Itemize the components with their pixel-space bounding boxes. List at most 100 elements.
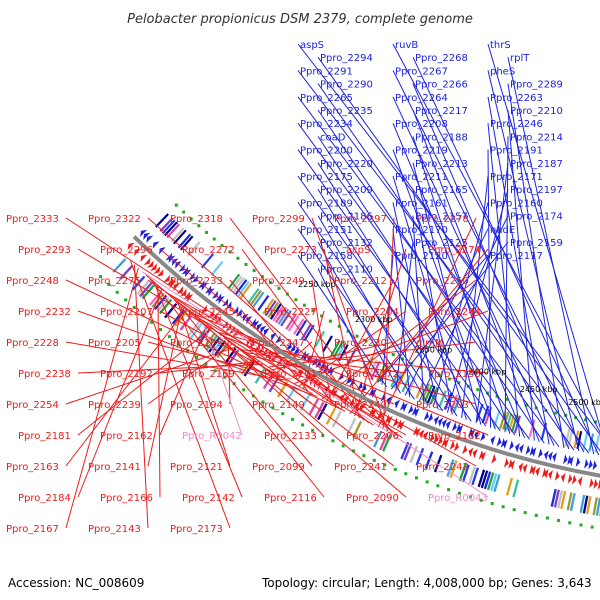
leader-line-Ppro_2162: [159, 325, 208, 436]
cog-inner-block: [285, 313, 297, 330]
cog-inner-block: [252, 291, 265, 308]
gc-marker-outer: [479, 498, 483, 502]
reverse-cds-arrow: [542, 467, 547, 478]
reverse-cds-arrow: [535, 466, 541, 477]
gene-labels: aspS ruvB thrS Ppro_2294 Ppro_2268 rplT Ppro_2…: [6, 40, 563, 535]
leader-line-Ppro_2273: [323, 248, 360, 419]
cog-outer-block: [471, 467, 479, 486]
gc-marker-inner: [228, 250, 232, 254]
leader-line-Ppro_2268: [412, 56, 600, 456]
leader-line-Ppro_2246: [487, 123, 521, 437]
gene-label-Ppro_2208: Ppro_2208: [395, 119, 448, 130]
gene-label-Ppro_2160: Ppro_2160: [490, 198, 543, 209]
leader-line-Ppro_2189: [297, 202, 444, 412]
cog-outer-block: [141, 284, 156, 300]
gene-label-rplT: rplT: [510, 53, 530, 64]
gene-label-Ppro_2293: Ppro_2293: [18, 245, 71, 256]
gene-label-Ppro_2157: Ppro_2157: [415, 212, 468, 223]
leader-line-Ppro_2290: [317, 83, 575, 451]
gc-marker-inner: [269, 281, 273, 285]
cog-outer-block: [483, 471, 492, 490]
gene-label-Ppro_2142: Ppro_2142: [182, 493, 235, 504]
gc-marker-inner: [182, 210, 186, 214]
gene-label-Ppro_2163: Ppro_2163: [6, 462, 59, 473]
cog-outer-block: [582, 495, 589, 514]
leader-line-Ppro_2227: [303, 310, 325, 389]
reverse-cds-arrow: [412, 426, 419, 436]
cog-inner-block: [452, 395, 461, 414]
gc-marker-inner: [236, 256, 240, 260]
gc-marker-inner: [594, 420, 598, 424]
cog-inner-block: [159, 217, 174, 233]
gc-marker-inner: [204, 230, 208, 234]
cog-outer-block: [505, 477, 514, 496]
leader-line-Ppro_2182: [190, 311, 489, 436]
forward-cds-arrow: [399, 401, 406, 411]
reverse-cds-arrow: [571, 474, 577, 485]
reverse-cds-arrow: [150, 263, 157, 271]
gc-marker-outer: [195, 355, 199, 359]
leader-line-Ppro_2099: [173, 298, 313, 467]
gene-label-Ppro_2264: Ppro_2264: [395, 93, 448, 104]
forward-cds-arrow: [235, 308, 242, 317]
cog-outer-block: [477, 469, 486, 488]
gc-marker-inner: [294, 298, 298, 302]
gene-label-Ppro_2272: Ppro_2272: [182, 245, 235, 256]
leader-line-Ppro_2174: [418, 215, 509, 402]
gene-label-Ppro_2121: Ppro_2121: [170, 462, 223, 473]
reverse-cds-arrow: [518, 462, 524, 473]
gene-label-Ppro_2333: Ppro_2333: [6, 214, 59, 225]
reverse-cds-arrow: [472, 448, 478, 459]
gene-label-Ppro_2245: Ppro_2245: [182, 307, 235, 318]
cog-outer-block: [512, 479, 520, 498]
gc-marker-inner: [197, 224, 201, 228]
forward-cds-arrow: [402, 402, 408, 413]
gene-label-Ppro_2172: Ppro_2172: [346, 369, 399, 380]
gene-label-Ppro_2181: Ppro_2181: [18, 431, 71, 442]
gc-marker-outer: [404, 472, 408, 476]
reverse-cds-arrow: [577, 476, 583, 487]
cog-inner-block: [513, 415, 521, 434]
gene-label-aspS: aspS: [300, 40, 324, 51]
reverse-cds-arrow: [423, 431, 429, 441]
cog-outer-block: [352, 420, 363, 438]
leader-line-Ppro_2194: [227, 340, 231, 405]
leader-line-Ppro_2206: [194, 315, 407, 436]
forward-cds-arrow: [515, 442, 520, 453]
leader-line-Ppro_2210: [507, 109, 535, 441]
reverse-cds-arrow: [597, 479, 600, 490]
forward-cds-arrow: [455, 423, 461, 433]
cog-inner-block: [429, 386, 439, 405]
forward-cds-arrow: [438, 417, 444, 427]
forward-cds-arrow: [529, 446, 535, 456]
gene-label-Ppro_2219: Ppro_2219: [395, 146, 448, 157]
leader-line-aspS: [297, 43, 600, 436]
gc-marker-outer: [204, 362, 208, 366]
cog-outer-block: [585, 496, 592, 515]
forward-cds-arrow: [232, 306, 239, 315]
gc-marker-inner: [189, 217, 193, 221]
gc-marker-outer: [291, 417, 295, 421]
cog-outer-block: [403, 443, 413, 461]
reverse-cds-arrow: [163, 274, 170, 283]
gene-label-acpS: acpS: [346, 245, 370, 256]
reverse-cds-arrow: [309, 377, 316, 386]
leader-line-Ppro_2121: [177, 302, 231, 467]
leader-line-Ppro_2197: [446, 189, 509, 413]
reverse-cds-arrow: [211, 312, 218, 321]
reverse-cds-arrow: [173, 283, 180, 291]
gc-marker-inner: [346, 329, 350, 333]
forward-cds-arrow: [407, 404, 414, 414]
cog-inner-block: [314, 330, 326, 348]
cog-inner-block: [269, 303, 282, 320]
forward-cds-arrow: [146, 235, 154, 243]
gc-marker-inner: [174, 203, 178, 207]
gc-marker-inner: [220, 244, 224, 248]
gc-marker-outer: [512, 508, 516, 512]
cog-outer-block: [382, 434, 392, 452]
gc-marker-outer: [447, 488, 451, 492]
gc-marker-inner: [320, 314, 324, 318]
leader-line-Ppro_R0043: [141, 271, 489, 498]
cog-inner-block: [293, 318, 305, 335]
forward-cds-arrow: [575, 457, 581, 467]
